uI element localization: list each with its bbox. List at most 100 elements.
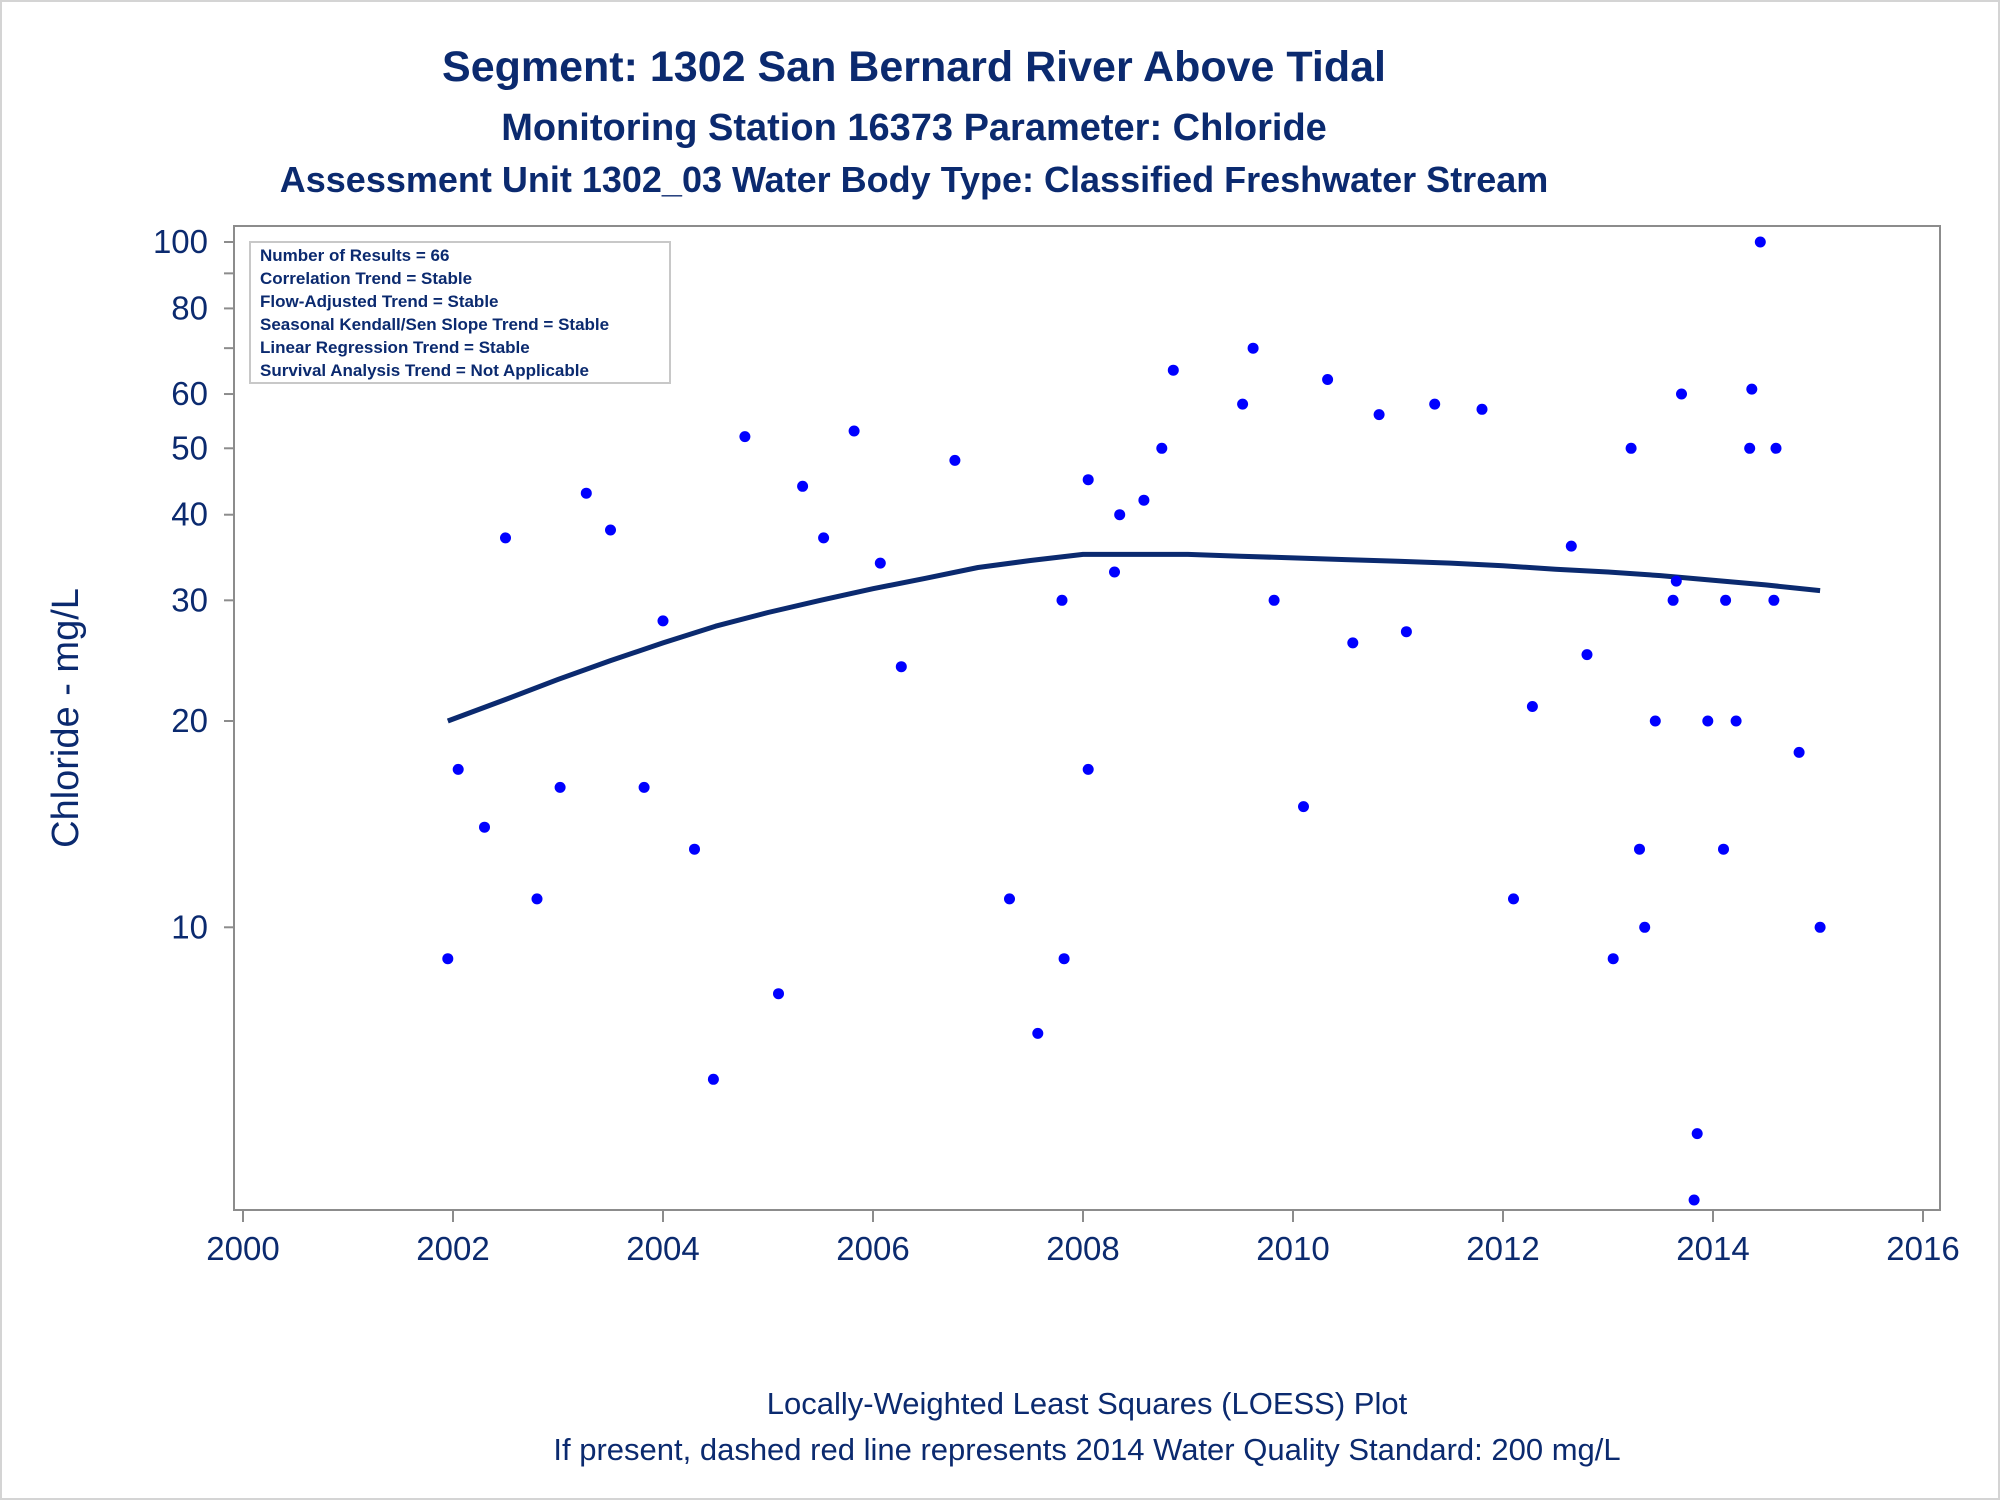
y-tick-label: 10 [171,908,208,945]
data-point [895,661,907,673]
data-point [1691,1128,1703,1140]
x-tick-label: 2004 [626,1230,699,1267]
stats-legend-line: Correlation Trend = Stable [260,269,472,288]
data-point [1167,364,1179,376]
data-point [1720,594,1732,606]
data-point [1400,626,1412,638]
x-axis: 2000 2002 2004 2006 2008 2010 2012 2014 2016 [206,1210,1960,1267]
y-axis-label: Chloride - mg/L [45,588,87,848]
data-point [1625,442,1637,454]
data-point [1565,540,1577,552]
data-point [1508,893,1519,905]
data-point [1676,388,1687,400]
data-point [1032,1027,1044,1039]
data-point [1670,575,1682,587]
data-point [874,557,886,569]
data-point [739,431,751,443]
data-point [1667,594,1679,606]
x-tick-label: 2014 [1676,1230,1749,1267]
loess-layer [446,551,1821,724]
data-point [1770,442,1782,454]
x-tick-label: 2010 [1256,1230,1329,1267]
data-point [1730,715,1742,727]
data-point [1114,509,1126,521]
data-point [1814,921,1826,933]
data-point [1476,403,1488,415]
chart-title: Segment: 1302 San Bernard River Above Ti… [442,43,1386,91]
data-point [1634,843,1645,855]
data-point [1237,398,1249,410]
data-point [1526,701,1538,712]
stats-legend-box: Number of Results = 66 Correlation Trend… [249,241,671,384]
data-point [442,953,454,965]
x-tick-label: 2012 [1466,1230,1539,1267]
y-tick-label: 80 [171,289,208,326]
data-point [580,487,592,499]
x-tick-label: 2006 [836,1230,909,1267]
footnote-method: Locally-Weighted Least Squares (LOESS) P… [767,1386,1408,1421]
y-tick-label: 100 [153,223,208,260]
data-point [657,615,669,627]
stats-legend-line: Seasonal Kendall/Sen Slope Trend = Stabl… [260,315,609,334]
data-point [1688,1194,1700,1206]
data-point [1082,763,1094,775]
data-point [1746,383,1758,395]
data-point [1347,637,1359,649]
y-tick-label: 50 [171,429,208,466]
data-point [1607,953,1619,965]
data-point [773,988,784,1000]
footnote-standard: If present, dashed red line represents 2… [553,1432,1620,1467]
data-point [638,781,650,793]
stats-legend-line: Linear Regression Trend = Stable [260,338,530,357]
data-point [1322,374,1334,385]
data-point [1718,843,1729,855]
data-point [818,532,830,544]
data-point [479,821,490,833]
x-tick-label: 2008 [1046,1230,1119,1267]
stats-legend-line: Flow-Adjusted Trend = Stable [260,292,499,311]
data-point [1247,342,1259,354]
data-point [1268,594,1280,606]
y-axis: 10 20 30 40 50 60 80 100 [153,223,235,1210]
data-point [452,763,464,775]
data-point [1082,474,1094,486]
data-point [1138,494,1150,506]
data-point [1156,442,1168,454]
y-tick-label: 60 [171,375,208,412]
data-point [1581,649,1593,661]
data-point [1429,398,1441,410]
y-tick-label: 40 [171,496,208,533]
y-tick-label: 30 [171,581,208,618]
data-point [1744,442,1756,454]
data-point [531,893,543,905]
data-point [797,480,809,492]
data-point [1373,409,1385,421]
data-point [1056,594,1068,606]
stats-legend-line: Survival Analysis Trend = Not Applicable [260,361,589,380]
data-point [1058,953,1070,965]
data-point [949,454,961,466]
data-point [1298,801,1309,813]
data-point [1754,236,1766,248]
data-point [707,1073,719,1085]
data-point [1109,566,1120,578]
y-tick-label: 20 [171,702,208,739]
stats-legend-line: Number of Results = 66 [260,246,449,265]
data-point [1639,921,1651,933]
x-tick-label: 2000 [206,1230,279,1267]
chart-subtitle-station: Monitoring Station 16373 Parameter: Chlo… [501,107,1327,149]
data-point [1649,715,1661,727]
loess-curve [446,551,1821,724]
x-tick-label: 2002 [416,1230,489,1267]
data-point [500,532,511,544]
data-point [554,781,566,793]
data-point [1004,893,1015,905]
data-point [1793,746,1805,758]
stats-legend-frame [249,241,671,384]
data-point [605,524,616,536]
data-points-layer [442,236,1826,1206]
chart-subtitle-assessment: Assessment Unit 1302_03 Water Body Type:… [280,159,1549,200]
data-point [1702,715,1714,727]
